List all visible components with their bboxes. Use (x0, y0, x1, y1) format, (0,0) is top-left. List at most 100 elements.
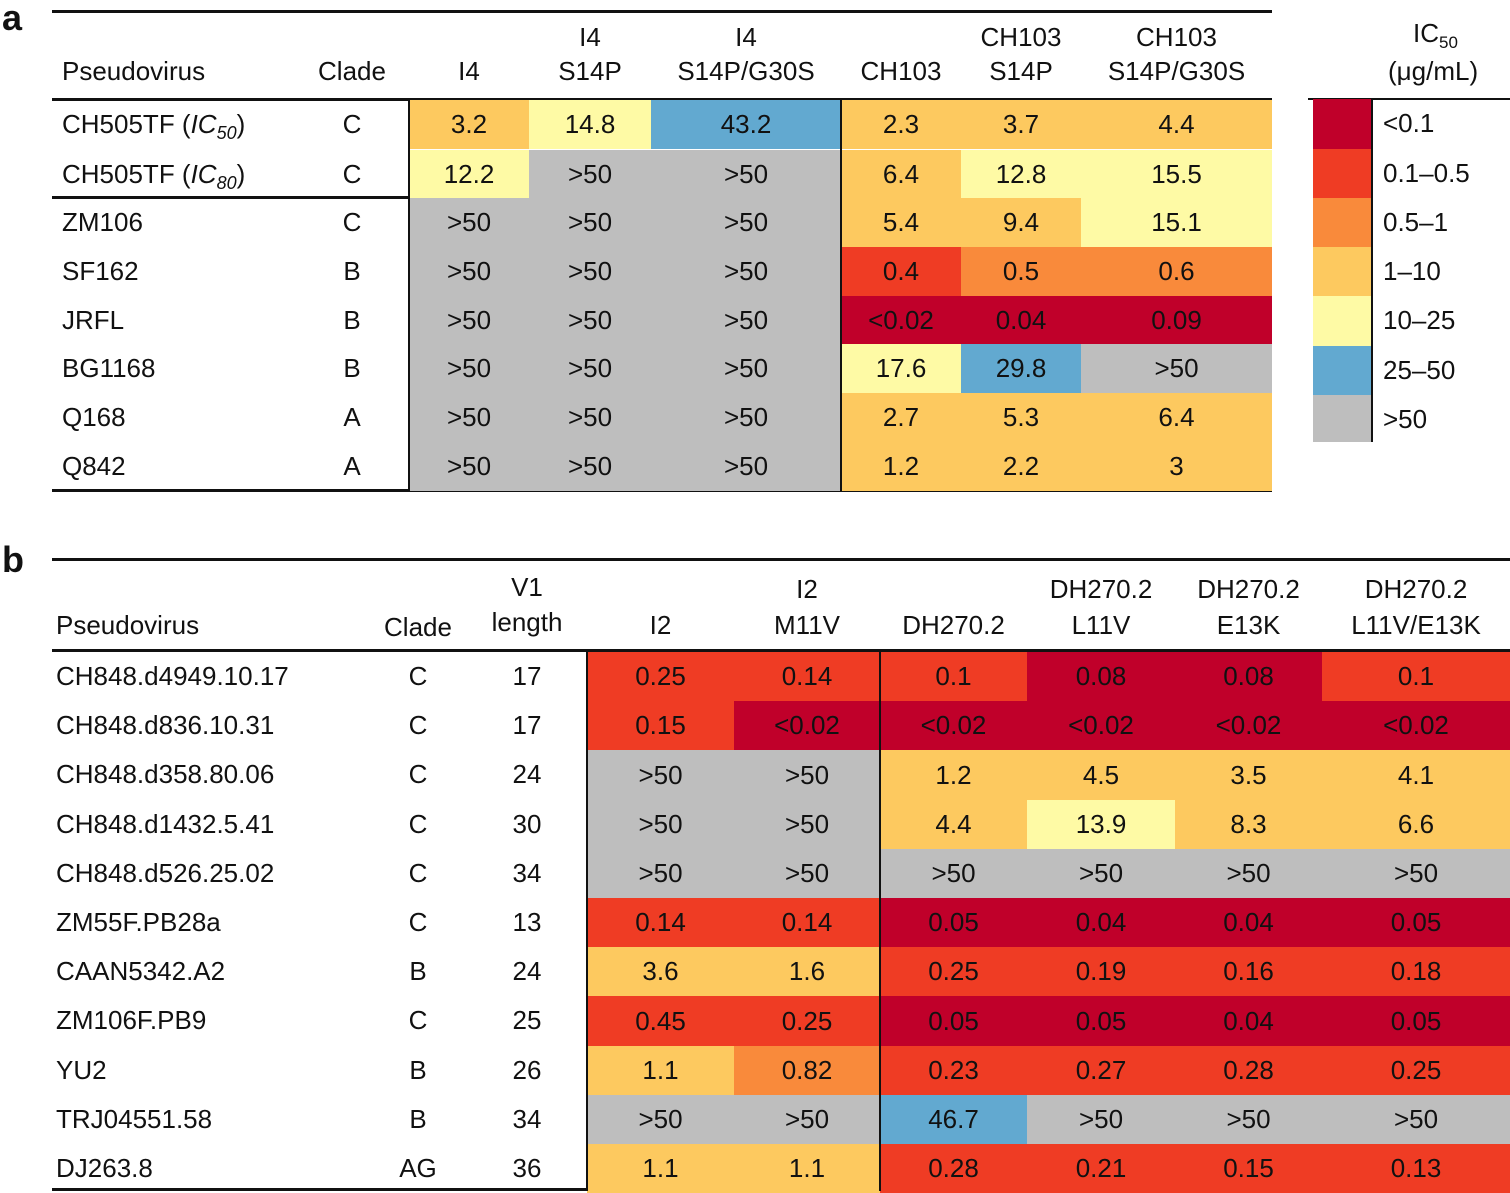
panel-b-header-antibody-line2: M11V (774, 610, 840, 640)
panel-a-value-cell: 14.8 (529, 100, 651, 149)
panel-b-row-name: ZM55F.PB28a (56, 907, 221, 937)
panel-b-row-v1-length: 25 (512, 1005, 542, 1035)
panel-a-value-cell: 2.7 (841, 393, 961, 442)
panel-b-value-cell: <0.02 (1175, 701, 1322, 750)
panel-b-header-antibody-line2: L11V (1071, 610, 1131, 640)
panel-b-row-clade: C (408, 759, 428, 789)
panel-a-label: a (2, 0, 23, 38)
panel-b-value-cell: 6.6 (1322, 800, 1510, 849)
panel-b-value-cell: 0.16 (1175, 947, 1322, 996)
panel-a-value-cell: >50 (409, 393, 529, 442)
panel-a-value-cell: 0.4 (841, 247, 961, 296)
panel-b-row-name: CH848.d836.10.31 (56, 710, 275, 740)
panel-b-value-cell: >50 (1175, 849, 1322, 898)
panel-a-row-clade: A (343, 451, 361, 481)
panel-b-header-v1-line1: V1 (511, 572, 543, 602)
panel-a-header-rule (52, 98, 1272, 101)
panel-a-header-antibody-line1: I4 (735, 22, 757, 52)
panel-b-value-cell: 0.13 (1322, 1144, 1510, 1193)
panel-a-value-cell: 5.4 (841, 198, 961, 247)
panel-b-value-cell: >50 (734, 800, 880, 849)
panel-a-row-name: Q842 (62, 451, 126, 481)
panel-b-row-v1-length: 34 (512, 1104, 542, 1134)
panel-b-value-cell: >50 (1322, 1095, 1510, 1144)
panel-b-value-cell: 1.1 (587, 1144, 734, 1193)
panel-a-row-clade: C (342, 109, 362, 139)
panel-b-row-clade: C (408, 809, 428, 839)
panel-a-divider-left (408, 98, 410, 492)
panel-a-value-cell: >50 (651, 296, 841, 345)
panel-b-value-cell: 4.5 (1027, 750, 1175, 800)
panel-b-value-cell: 0.19 (1027, 947, 1175, 996)
panel-b-value-cell: 3.6 (587, 947, 734, 996)
panel-b-value-cell: 8.3 (1175, 800, 1322, 849)
panel-b-value-cell: <0.02 (1322, 701, 1510, 750)
panel-b-row-name: TRJ04551.58 (56, 1104, 213, 1134)
panel-a-header-antibody-line1: CH103 (980, 22, 1062, 52)
panel-a-row-clade: B (343, 256, 361, 286)
panel-b-value-cell: 0.05 (880, 996, 1027, 1046)
panel-a-value-cell: >50 (529, 198, 651, 247)
panel-b-row-clade: C (408, 1005, 428, 1035)
panel-a-value-cell: 15.1 (1081, 198, 1272, 247)
panel-b-value-cell: 0.23 (880, 1046, 1027, 1095)
panel-a-value-cell: >50 (409, 442, 529, 491)
panel-a-value-cell: >50 (529, 296, 651, 345)
legend-label: 0.1–0.5 (1383, 158, 1470, 188)
panel-b-value-cell: 0.14 (734, 652, 880, 701)
panel-a-header-antibody-line2: S14P/G30S (677, 56, 815, 86)
legend-label: 10–25 (1383, 305, 1456, 335)
panel-b-value-cell: >50 (734, 1095, 880, 1144)
panel-b-row-v1-length: 30 (512, 809, 542, 839)
panel-b-value-cell: 0.28 (880, 1144, 1027, 1193)
panel-a-value-cell: 12.8 (961, 150, 1081, 199)
panel-b-row-clade: B (409, 956, 427, 986)
panel-b-row-clade: B (409, 1055, 427, 1085)
panel-b-value-cell: 0.05 (1322, 898, 1510, 947)
panel-a-value-cell: >50 (651, 344, 841, 393)
panel-b-value-cell: <0.02 (1027, 701, 1175, 750)
panel-b-value-cell: 3.5 (1175, 750, 1322, 800)
panel-b-divider-mid (879, 649, 881, 1191)
legend-label: 0.5–1 (1383, 207, 1449, 237)
panel-a-value-cell: >50 (651, 442, 841, 491)
panel-a-value-cell: >50 (529, 344, 651, 393)
panel-b-header-antibody-line2: E13K (1216, 610, 1281, 640)
panel-b-row-clade: C (408, 907, 428, 937)
legend-label: 25–50 (1383, 355, 1456, 385)
panel-b-value-cell: 13.9 (1027, 800, 1175, 849)
panel-b-value-cell: 0.27 (1027, 1046, 1175, 1095)
panel-b-row-clade: AG (399, 1153, 437, 1183)
panel-a-value-cell: 1.2 (841, 442, 961, 491)
panel-b-divider-left (586, 649, 588, 1191)
panel-b-value-cell: >50 (734, 750, 880, 800)
panel-b-row-v1-length: 26 (512, 1055, 542, 1085)
panel-a-value-cell: 6.4 (841, 150, 961, 199)
panel-a-header-antibody-line2: I4 (458, 56, 480, 86)
legend-label: >50 (1383, 404, 1428, 434)
panel-b-row-v1-length: 17 (512, 710, 542, 740)
panel-b-header-antibody-line2: L11V/E13K (1351, 610, 1481, 640)
panel-a-value-cell: 0.6 (1081, 247, 1272, 296)
panel-b-row-v1-length: 24 (512, 759, 542, 789)
panel-b-value-cell: <0.02 (734, 701, 880, 750)
panel-a-value-cell: >50 (529, 393, 651, 442)
panel-a-header-pseudovirus: Pseudovirus (62, 56, 206, 86)
panel-a-header-antibody-line1: CH103 (1136, 22, 1217, 52)
panel-b-value-cell: 0.14 (587, 898, 734, 947)
panel-a-value-cell: 43.2 (651, 100, 841, 149)
panel-b-value-cell: 0.04 (1175, 996, 1322, 1046)
panel-b-row-v1-length: 13 (512, 907, 542, 937)
panel-a-value-cell: 2.2 (961, 442, 1081, 491)
panel-a-value-cell: 3.7 (961, 100, 1081, 149)
panel-b-row-name: CH848.d526.25.02 (56, 858, 275, 888)
ic-subscript: 50 (216, 123, 237, 144)
panel-a-value-cell: >50 (529, 442, 651, 491)
legend-swatch (1313, 149, 1371, 198)
panel-a-value-cell: >50 (409, 198, 529, 247)
panel-b-header-antibody-line1: DH270.2 (1364, 574, 1468, 604)
panel-b-value-cell: 1.1 (734, 1144, 880, 1193)
panel-b-value-cell: 0.15 (587, 701, 734, 750)
panel-b-value-cell: 0.21 (1027, 1144, 1175, 1193)
panel-b-value-cell: 0.05 (1027, 996, 1175, 1046)
